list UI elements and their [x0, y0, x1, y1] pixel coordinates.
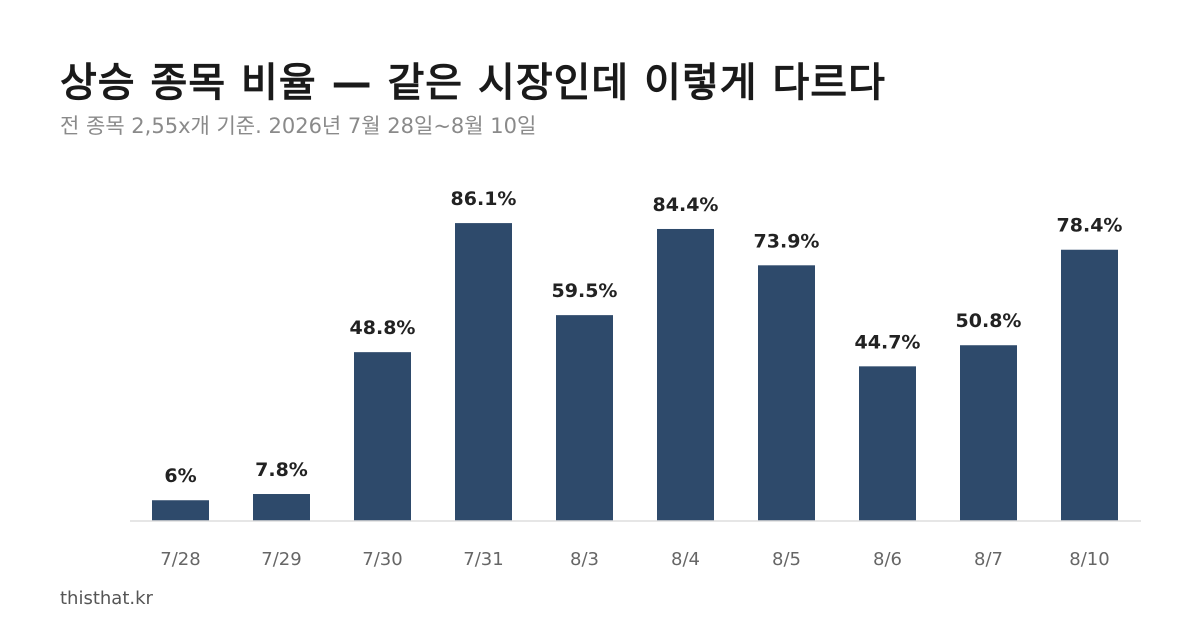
bar-8-6	[859, 366, 916, 521]
bar-8-5	[758, 265, 815, 521]
bar-7-28	[152, 500, 209, 521]
bar-8-3	[556, 315, 613, 521]
x-tick-label: 7/29	[261, 549, 301, 570]
x-tick-label: 7/31	[463, 549, 503, 570]
value-labels-group: 6% 7.8% 48.8% 86.1% 59.5% 84.4% 73.9% 44.7% 50.8…	[164, 188, 1122, 487]
footer-site: thisthat.kr	[60, 588, 153, 609]
x-tick-label: 7/30	[362, 549, 402, 570]
value-label: 7.8%	[255, 459, 308, 481]
bars-group	[152, 223, 1118, 521]
value-label: 86.1%	[451, 188, 517, 210]
x-tick-label: 8/7	[974, 549, 1003, 570]
value-label: 84.4%	[653, 194, 719, 216]
chart-title: 상승 종목 비율 — 같은 시장인데 이렇게 다르다	[60, 60, 886, 106]
x-tick-labels-group: 7/28 7/29 7/30 7/31 8/3 8/4 8/5 8/6 8/7 8/10	[160, 549, 1109, 570]
x-tick-label: 8/6	[873, 549, 902, 570]
bar-7-29	[253, 494, 310, 521]
chart-subtitle: 전 종목 2,55x개 기준. 2026년 7월 28일~8월 10일	[60, 114, 537, 138]
bar-8-4	[657, 228, 714, 521]
bar-7-31	[455, 223, 512, 521]
x-tick-label: 8/5	[772, 549, 801, 570]
x-tick-label: 8/3	[570, 549, 599, 570]
value-label: 78.4%	[1057, 215, 1123, 237]
x-tick-label: 7/28	[160, 549, 200, 570]
x-tick-label: 8/10	[1069, 549, 1109, 570]
value-label: 50.8%	[956, 310, 1022, 332]
bar-8-7	[960, 345, 1017, 521]
value-label: 6%	[164, 465, 196, 487]
value-label: 59.5%	[552, 280, 618, 302]
bar-8-10	[1061, 249, 1118, 521]
bar-7-30	[354, 352, 411, 521]
value-label: 44.7%	[855, 331, 921, 353]
x-tick-label: 8/4	[671, 549, 700, 570]
value-label: 48.8%	[350, 317, 416, 339]
value-label: 73.9%	[754, 230, 820, 252]
